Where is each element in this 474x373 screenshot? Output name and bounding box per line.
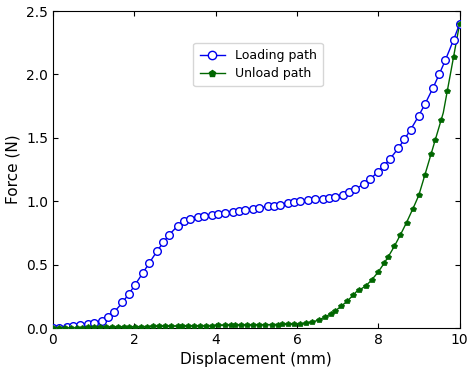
Legend: Loading path, Unload path: Loading path, Unload path [193,43,323,86]
Y-axis label: Force (N): Force (N) [6,135,20,204]
X-axis label: Displacement (mm): Displacement (mm) [181,352,332,367]
